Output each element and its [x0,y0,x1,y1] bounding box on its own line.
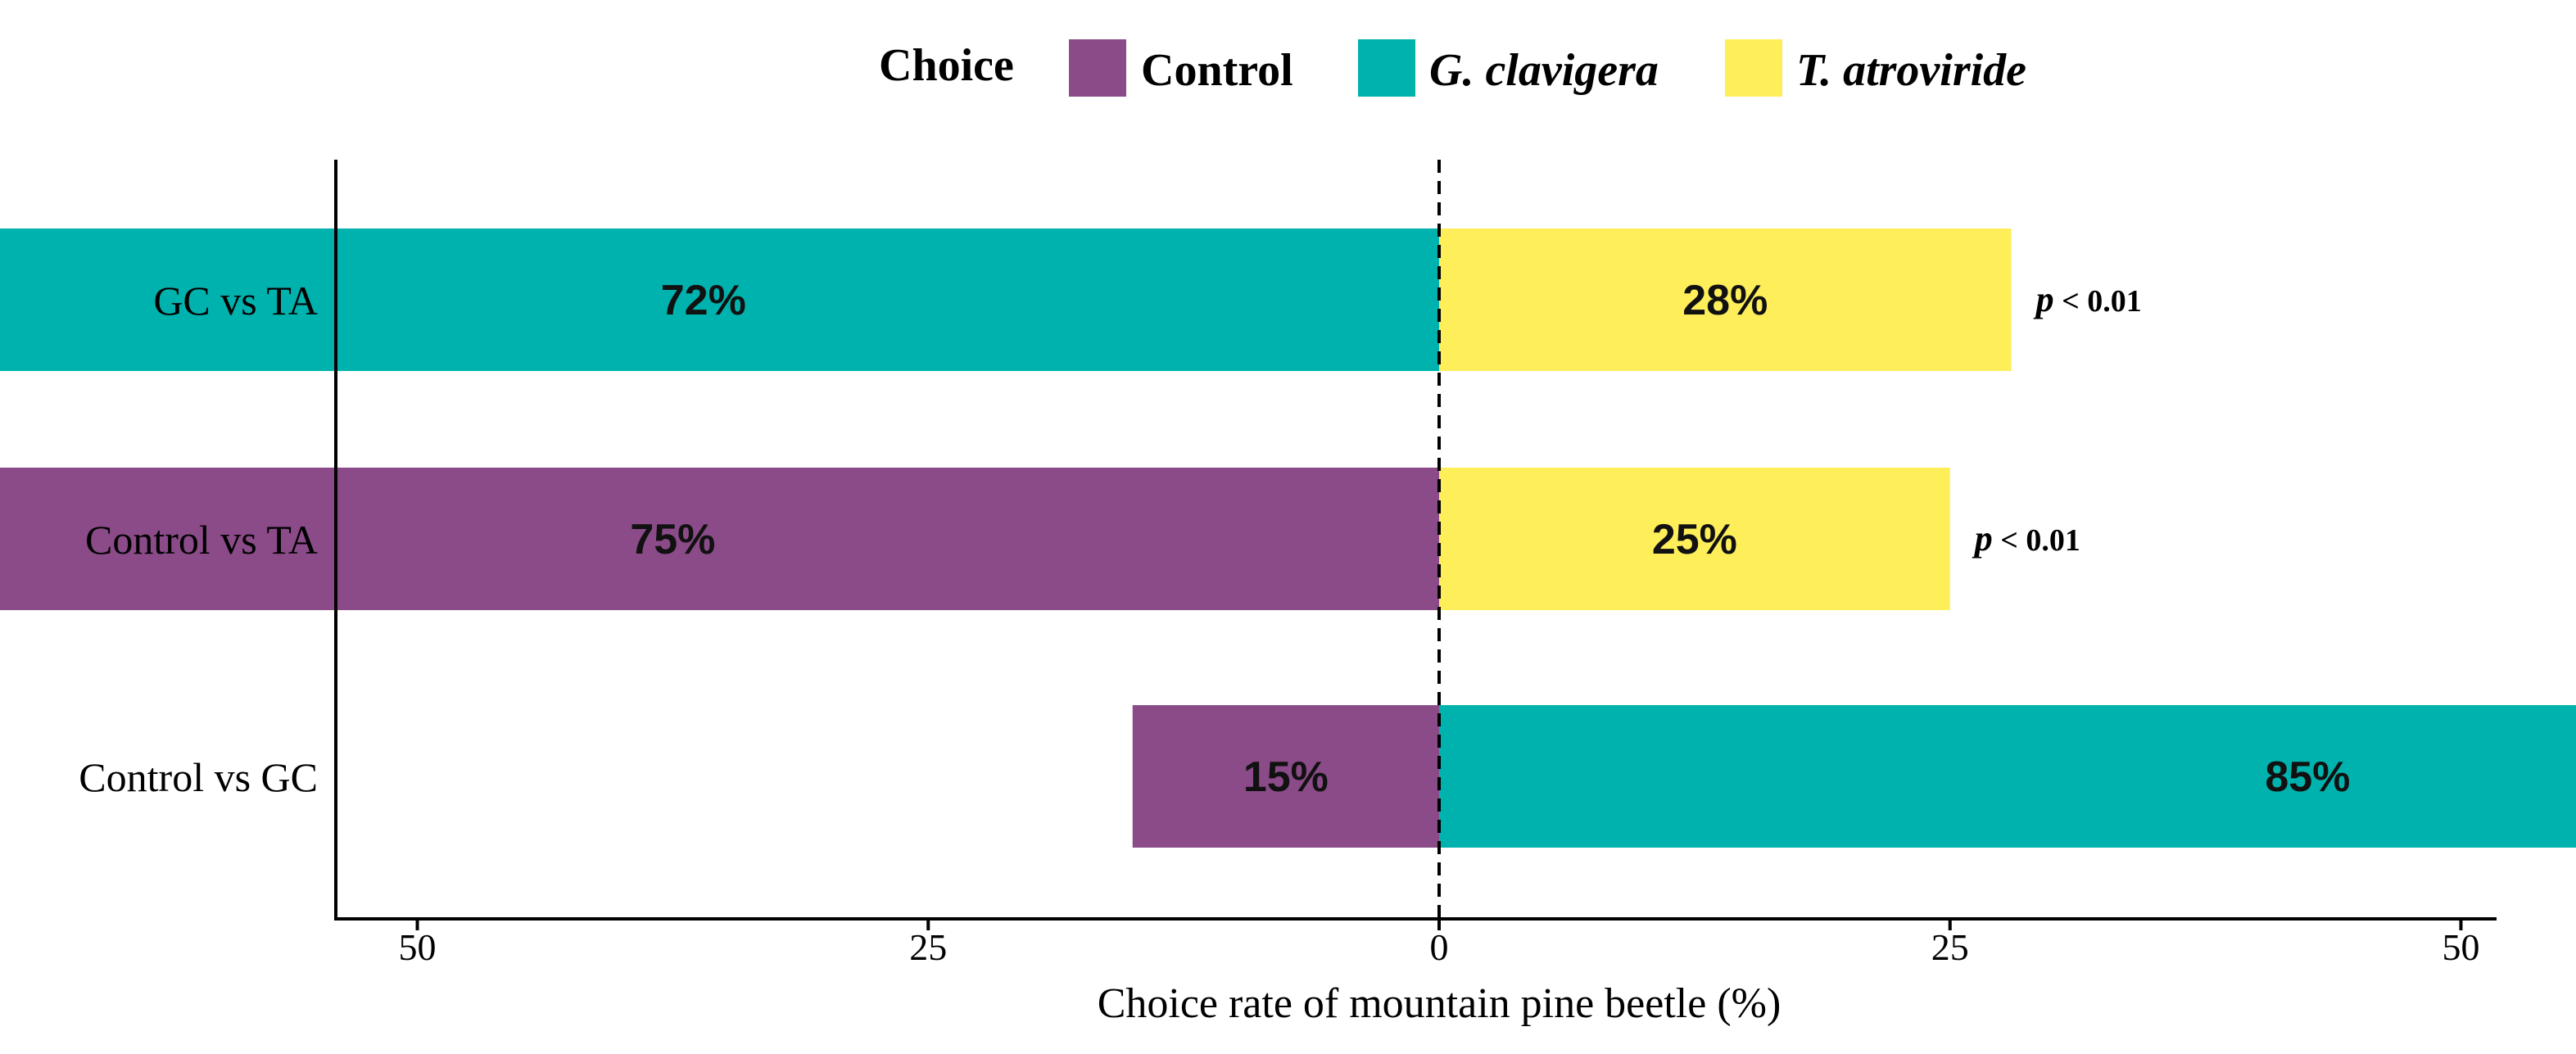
data-label: 72% [661,277,746,324]
bar-control-row-2 [0,468,1439,610]
legend-swatch-control [1069,39,1126,97]
legend-swatch-gc [1358,39,1415,97]
y-tick-label: Control vs TA [85,517,318,563]
legend-label-gc: G. clavigera [1429,45,1659,96]
data-label: 15% [1243,753,1329,801]
bar-control-row-3 [1132,705,1439,848]
y-tick-label: Control vs GC [79,754,318,800]
bar-gc-row-3 [1439,705,2576,848]
legend-swatch-ta [1725,39,1782,97]
x-tick-label: 50 [2442,926,2480,968]
legend-label-ta: T. atroviride [1796,45,2026,96]
p-value-label: p < 0.01 [1972,518,2080,559]
bar-gc-row-1 [0,228,1440,371]
data-label: 28% [1682,277,1768,324]
x-axis-title: Choice rate of mountain pine beetle (%) [1098,980,1781,1027]
p-value-label: p < 0.01 [2033,279,2142,319]
data-label: 25% [1652,516,1737,563]
legend: Choice Control G. clavigera T. atroviride [879,39,2026,97]
legend-label-control: Control [1141,45,1293,96]
x-tick-label: 25 [1931,926,1969,968]
y-tick-label: GC vs TA [153,278,318,323]
data-label: 85% [2265,753,2350,801]
legend-title: Choice [879,40,1014,91]
bar-ta-row-2 [1439,468,1950,610]
data-label: 75% [630,516,715,563]
x-tick-label: 50 [399,926,437,968]
x-tick-label: 0 [1430,926,1449,968]
x-tick-label: 25 [909,926,947,968]
bar-ta-row-1 [1439,228,2012,371]
